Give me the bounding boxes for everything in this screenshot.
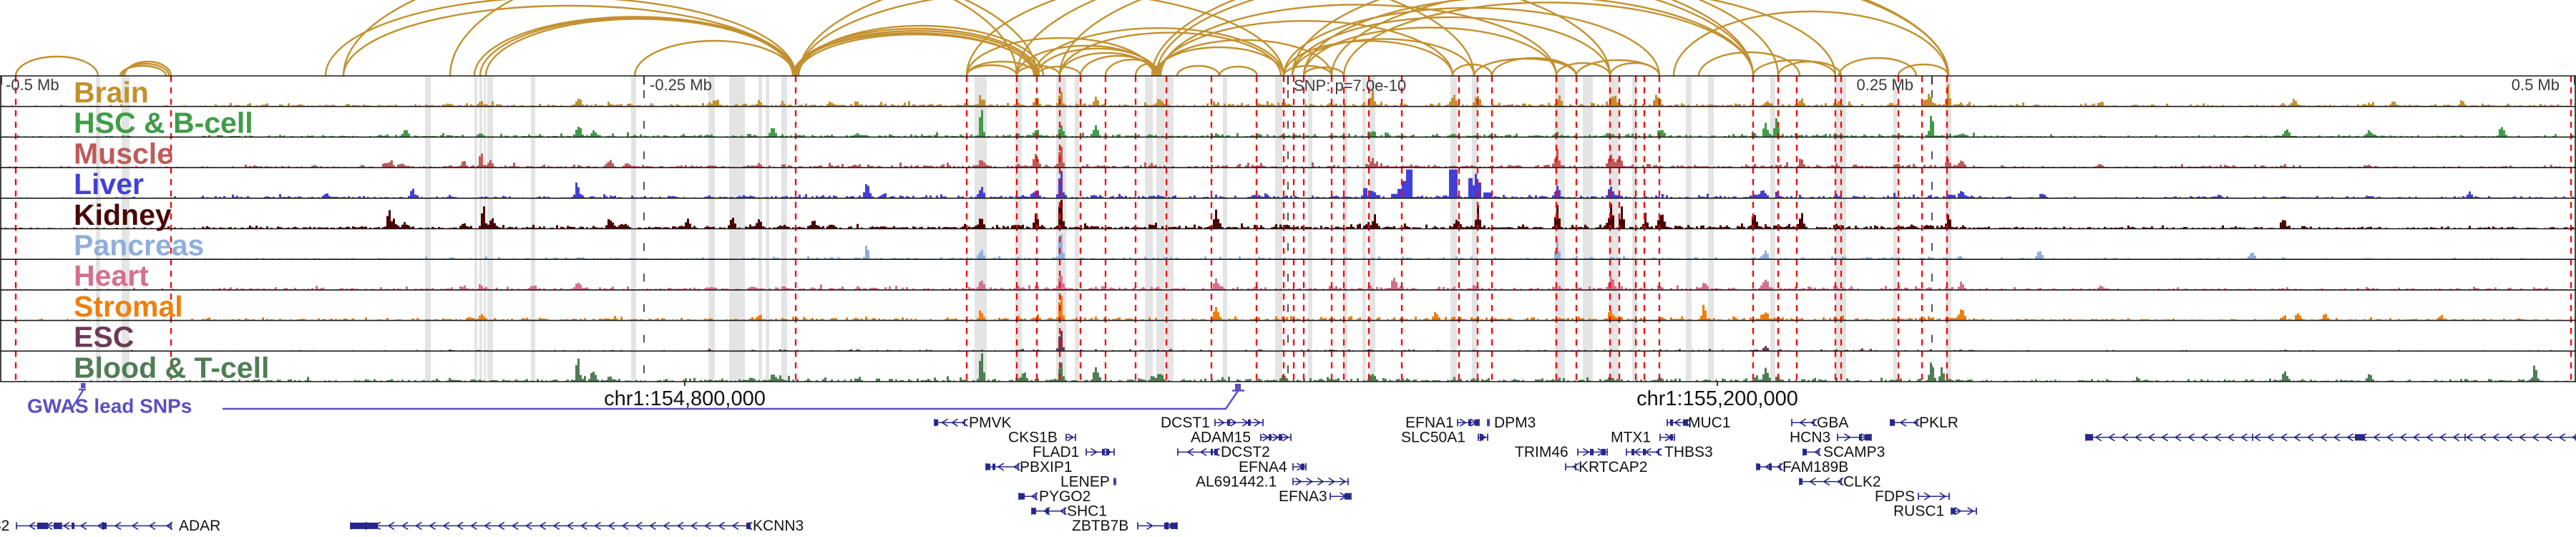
svg-text:PMVK: PMVK xyxy=(969,415,1012,431)
svg-text:EFNA1: EFNA1 xyxy=(1405,415,1454,431)
svg-text:FAM189B: FAM189B xyxy=(1782,459,1848,475)
svg-text:MUC1: MUC1 xyxy=(1688,415,1731,431)
svg-text:FDPS: FDPS xyxy=(1875,488,1915,505)
svg-text:chr1:154,800,000: chr1:154,800,000 xyxy=(604,387,766,410)
svg-text:SNP: p=7.0e-10: SNP: p=7.0e-10 xyxy=(1294,77,1406,95)
svg-text:AL691442.1: AL691442.1 xyxy=(1196,473,1277,490)
svg-text:DPM3: DPM3 xyxy=(1494,415,1536,431)
svg-text:Brain: Brain xyxy=(74,76,149,109)
svg-text:LENEP: LENEP xyxy=(1060,473,1110,490)
svg-text:Kidney: Kidney xyxy=(74,198,172,231)
svg-text:PKLR: PKLR xyxy=(1919,415,1958,431)
svg-text:MTX1: MTX1 xyxy=(1611,430,1651,446)
svg-text:ADAR: ADAR xyxy=(179,518,220,534)
svg-text:KRTCAP2: KRTCAP2 xyxy=(1579,459,1647,475)
svg-text:KCNN3: KCNN3 xyxy=(753,518,804,534)
svg-text:HSC & B-cell: HSC & B-cell xyxy=(74,107,253,140)
svg-text:ZBTB7B: ZBTB7B xyxy=(1072,518,1128,534)
svg-text:ADAM15: ADAM15 xyxy=(1191,430,1251,446)
svg-text:-0.25 Mb: -0.25 Mb xyxy=(650,76,712,94)
svg-text:HCN3: HCN3 xyxy=(1790,430,1830,446)
svg-text:Muscle: Muscle xyxy=(74,137,173,170)
svg-text:0.5 Mb: 0.5 Mb xyxy=(2512,76,2560,94)
svg-text:CKS1B: CKS1B xyxy=(1008,430,1058,446)
svg-text:EFNA3: EFNA3 xyxy=(1279,488,1327,505)
svg-text:ESC: ESC xyxy=(74,321,134,354)
svg-text:Stromal: Stromal xyxy=(74,290,183,323)
svg-text:GWAS lead SNPs: GWAS lead SNPs xyxy=(27,395,192,417)
svg-text:Pancreas: Pancreas xyxy=(74,229,204,262)
svg-text:Liver: Liver xyxy=(74,168,144,200)
svg-text:THBS3: THBS3 xyxy=(1664,444,1713,460)
svg-text:PBXIP1: PBXIP1 xyxy=(1020,459,1073,475)
svg-text:TRIM46: TRIM46 xyxy=(1515,444,1568,460)
svg-text:EFNA4: EFNA4 xyxy=(1239,459,1287,475)
svg-text:-0.5 Mb: -0.5 Mb xyxy=(6,76,59,94)
svg-text:82: 82 xyxy=(0,518,9,534)
svg-text:DCST2: DCST2 xyxy=(1221,444,1270,460)
svg-text:FLAD1: FLAD1 xyxy=(1033,444,1079,460)
svg-text:SLC50A1: SLC50A1 xyxy=(1401,430,1465,446)
svg-text:SCAMP3: SCAMP3 xyxy=(1823,444,1885,460)
svg-text:SHC1: SHC1 xyxy=(1067,503,1107,520)
svg-text:PYGO2: PYGO2 xyxy=(1039,488,1091,505)
svg-text:chr1:155,200,000: chr1:155,200,000 xyxy=(1636,387,1798,410)
svg-text:CLK2: CLK2 xyxy=(1843,473,1881,490)
svg-text:RUSC1: RUSC1 xyxy=(1893,503,1944,520)
svg-text:DCST1: DCST1 xyxy=(1161,415,1210,431)
svg-text:Heart: Heart xyxy=(74,259,149,292)
svg-text:GBA: GBA xyxy=(1817,415,1848,431)
svg-text:0.25 Mb: 0.25 Mb xyxy=(1857,76,1914,94)
svg-text:Blood & T-cell: Blood & T-cell xyxy=(74,351,269,384)
